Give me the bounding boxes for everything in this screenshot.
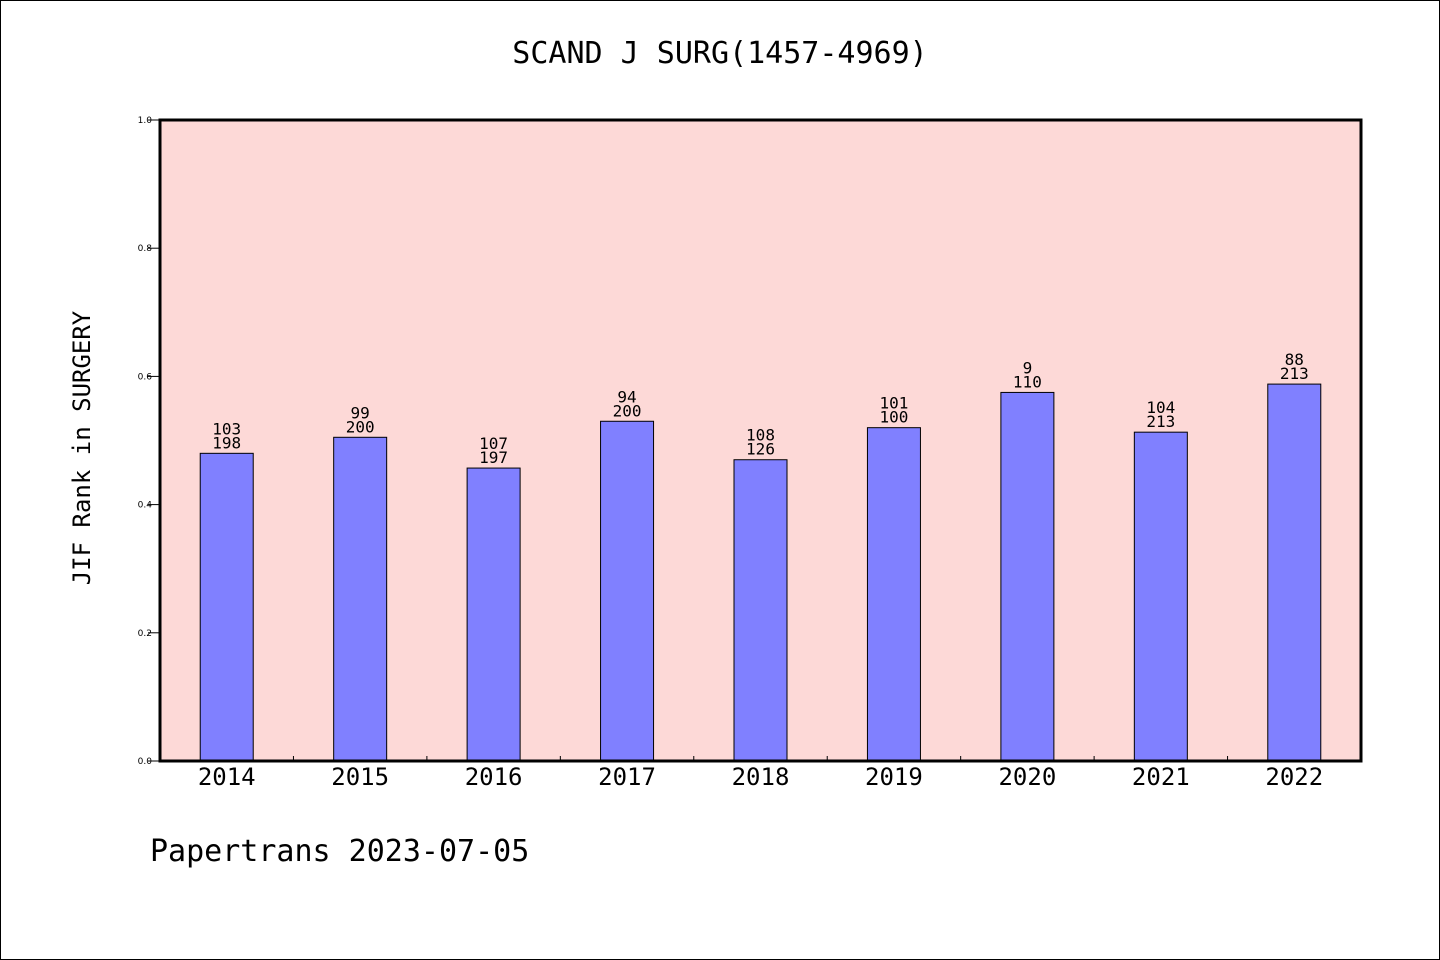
bar-rank-label: 88 [1285,350,1304,369]
x-tick-label: 2015 [331,763,389,791]
bar-labels: 1031989920010719794200108126101100911010… [212,350,1308,467]
y-tick-label: 0.8 [138,244,153,254]
bar-2022 [1267,383,1322,762]
chart-title: SCAND J SURG(1457-4969) [512,36,928,71]
y-axis: 0.0 0.2 0.4 0.6 0.8 1.0 [138,116,160,767]
y-axis-label: JIF Rank in SURGERY [68,310,96,586]
bar-2019 [866,427,921,762]
bar-2016 [466,467,521,762]
y-tick-label: 0.0 [138,757,153,767]
bar-rank-label: 9 [1023,358,1033,377]
bar-total-label: 197 [479,448,508,467]
bar-total-label: 100 [879,408,908,427]
bar-rank-label: 107 [479,434,508,453]
x-tick-label: 2021 [1132,763,1190,791]
bar-rank-label: 103 [212,419,241,438]
footer-text: Papertrans 2023-07-05 [150,834,530,869]
y-tick-label: 0.2 [138,629,152,639]
bar-total-label: 198 [212,433,241,452]
bar-rank-label: 104 [1146,398,1175,417]
bar-total-label: 213 [1280,364,1309,383]
x-axis: 2014 2015 2016 2017 2018 2019 2020 2021 2022 [198,756,1323,791]
x-tick-label: 2017 [598,763,656,791]
x-tick-label: 2019 [865,763,923,791]
bars [199,383,1322,762]
bar-2021 [1133,431,1188,762]
bar-total-label: 213 [1146,412,1175,431]
bar-total-label: 126 [746,440,775,459]
y-tick-label: 1.0 [138,116,153,126]
bar-total-label: 200 [346,417,375,436]
bar-rank-label: 108 [746,426,775,445]
x-tick-label: 2020 [998,763,1056,791]
bar-2015 [333,436,388,762]
bar-rank-label: 101 [879,394,908,413]
x-tick-label: 2014 [198,763,256,791]
y-tick-label: 0.4 [138,501,153,511]
bar-rank-label: 94 [617,387,636,406]
y-tick-label: 0.6 [138,372,153,382]
bar-rank-label: 99 [351,403,370,422]
bar-2017 [600,420,655,762]
bar-total-label: 200 [613,401,642,420]
x-tick-label: 2016 [465,763,523,791]
bar-2020 [1000,391,1055,762]
x-tick-label: 2018 [732,763,790,791]
bar-total-label: 110 [1013,372,1042,391]
bar-2018 [733,459,788,762]
bar-2014 [199,452,254,762]
x-tick-label: 2022 [1265,763,1323,791]
plot-border [158,118,1363,763]
